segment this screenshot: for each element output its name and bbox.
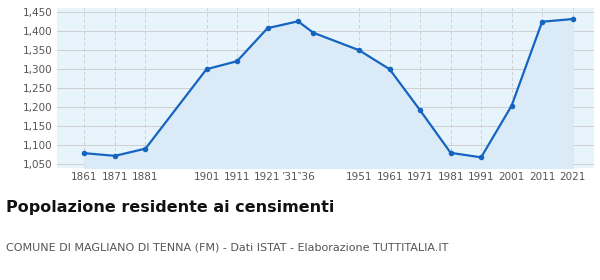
Point [568,17,577,21]
Point [293,19,303,24]
Point [385,67,394,71]
Point [415,108,425,113]
Point [140,146,150,151]
Text: Popolazione residente ai censimenti: Popolazione residente ai censimenti [6,200,334,215]
Point [202,67,211,71]
Point [354,48,364,52]
Point [308,31,318,35]
Point [507,103,517,108]
Point [263,26,272,31]
Point [476,155,486,160]
Text: COMUNE DI MAGLIANO DI TENNA (FM) - Dati ISTAT - Elaborazione TUTTITALIA.IT: COMUNE DI MAGLIANO DI TENNA (FM) - Dati … [6,242,448,252]
Point [80,151,89,155]
Point [110,154,120,158]
Point [538,20,547,24]
Point [446,151,455,155]
Point [232,59,242,64]
